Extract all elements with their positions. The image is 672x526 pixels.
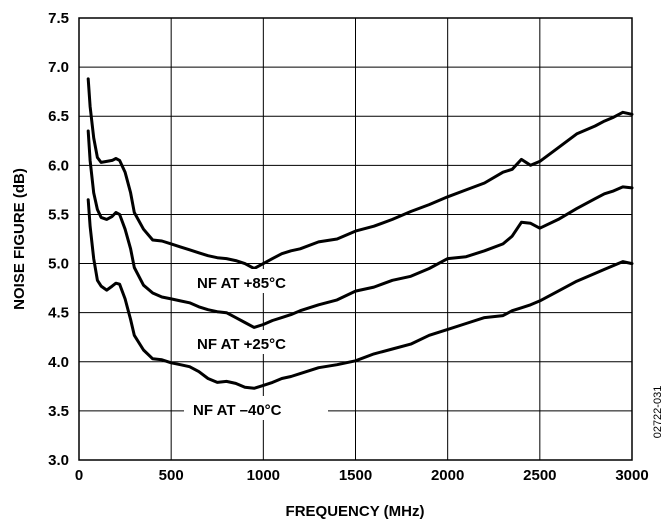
x-tick-label: 3000 <box>615 467 648 484</box>
x-tick-label: 1500 <box>339 467 372 484</box>
annotation-m40c: NF AT –40°C <box>184 396 328 420</box>
annotation-25c-label: NF AT +25°C <box>197 336 286 353</box>
x-tick-label: 500 <box>159 467 184 484</box>
annotation-m40c-label: NF AT –40°C <box>193 402 282 419</box>
x-tick-label: 1000 <box>247 467 280 484</box>
annotation-85c-label: NF AT +85°C <box>197 275 286 292</box>
tick-labels: 0 500 1000 1500 2000 2500 3000 3.0 3.5 4.0 4.5 5.0 5… <box>48 10 649 484</box>
y-tick-label: 3.5 <box>48 403 69 420</box>
y-axis-title: NOISE FIGURE (dB) <box>11 168 28 310</box>
y-tick-label: 6.0 <box>48 157 69 174</box>
x-tick-label: 2500 <box>523 467 556 484</box>
x-tick-label: 0 <box>75 467 83 484</box>
x-axis-title: FREQUENCY (MHz) <box>286 503 425 520</box>
y-tick-label: 7.0 <box>48 59 69 76</box>
y-tick-label: 5.0 <box>48 256 69 273</box>
x-tick-label: 2000 <box>431 467 464 484</box>
y-tick-label: 4.0 <box>48 354 69 371</box>
annotation-85c: NF AT +85°C <box>190 269 336 293</box>
y-tick-label: 4.5 <box>48 305 69 322</box>
plot-frame <box>78 17 633 461</box>
y-tick-label: 6.5 <box>48 108 69 125</box>
series-line-25c <box>86 129 634 329</box>
grid-lines <box>78 17 633 461</box>
series-line-85c <box>86 77 634 270</box>
y-tick-label: 7.5 <box>48 10 69 27</box>
y-tick-label: 3.0 <box>48 452 69 469</box>
y-tick-label: 5.5 <box>48 206 69 223</box>
figure-id: 02722-031 <box>652 386 664 439</box>
series-line-m40c <box>86 198 634 390</box>
annotation-25c: NF AT +25°C <box>190 330 336 354</box>
series-group <box>86 77 634 390</box>
